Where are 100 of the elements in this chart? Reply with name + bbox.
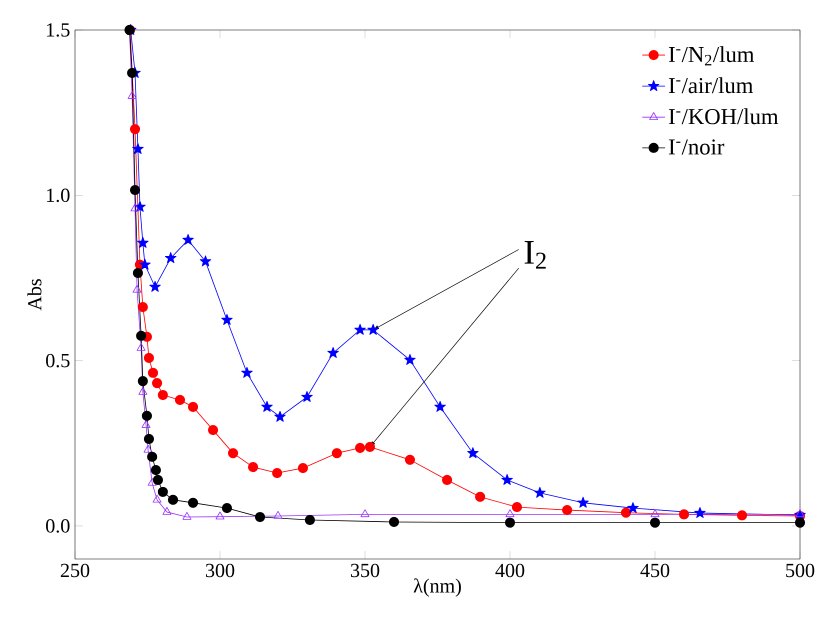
point (367, 324, 379, 335)
point (147, 452, 158, 462)
point (241, 366, 253, 378)
point (200, 255, 212, 266)
point (650, 509, 660, 518)
point (475, 492, 486, 502)
point (164, 252, 176, 264)
y-axis-title: Abs (27, 279, 42, 310)
y-tick-label: 0.0 (46, 519, 70, 533)
y-tick-label: 1.0 (47, 188, 70, 202)
point (150, 464, 161, 476)
point (158, 390, 168, 400)
point (130, 203, 140, 212)
point (137, 236, 149, 248)
point (650, 518, 660, 528)
point (208, 424, 218, 436)
point (404, 454, 416, 465)
point (162, 506, 172, 515)
point (138, 302, 148, 312)
annotation: I$_{2}$ (524, 240, 546, 269)
point (174, 394, 186, 406)
point (627, 502, 639, 514)
point (364, 442, 375, 452)
point (434, 400, 446, 412)
point (128, 91, 137, 99)
point (152, 474, 164, 486)
point (188, 402, 198, 412)
point (694, 507, 706, 518)
point (388, 516, 400, 528)
point (304, 514, 315, 526)
point (506, 509, 514, 518)
legend-label: I$^{-}$/KOH/lum (668, 108, 778, 124)
point (148, 368, 158, 378)
point (222, 503, 232, 514)
x-axis-title: λ(nm) (414, 578, 461, 597)
point (149, 280, 161, 292)
point (127, 68, 138, 78)
point (354, 324, 366, 335)
x-tick-label: 250 (60, 564, 90, 578)
point (142, 410, 152, 421)
point (144, 444, 153, 453)
point (144, 352, 154, 364)
point (188, 498, 198, 508)
y-tick-label: 0.5 (46, 354, 70, 368)
point (152, 494, 162, 503)
x-tick-label: 450 (640, 564, 670, 578)
point (501, 474, 513, 485)
point (248, 462, 258, 472)
point (678, 509, 690, 520)
y-tick-label: 1.5 (47, 23, 70, 37)
x-tick-label: 350 (350, 564, 380, 578)
point (136, 342, 146, 351)
point (355, 442, 366, 453)
x-tick-label: 500 (786, 564, 814, 578)
legend-label: I$^{-}$/air/lum (668, 77, 754, 94)
x-tick-label: 400 (495, 564, 524, 578)
point (158, 486, 168, 497)
point (148, 478, 157, 486)
point (301, 390, 313, 402)
point (144, 434, 154, 444)
legend-label: I$^{-}$/noir (668, 139, 724, 155)
point (132, 143, 144, 154)
point (274, 410, 286, 422)
point (534, 486, 546, 498)
point (332, 448, 342, 458)
x-tick-label: 300 (206, 564, 234, 578)
point (512, 502, 522, 512)
point (327, 347, 339, 358)
point (272, 468, 282, 478)
point (228, 448, 238, 458)
point (620, 508, 632, 518)
point (298, 463, 308, 474)
point (274, 510, 282, 519)
point (130, 184, 140, 196)
point (404, 354, 416, 365)
point (130, 124, 140, 134)
point (562, 505, 572, 516)
point (152, 378, 162, 388)
point (138, 376, 148, 386)
point (577, 496, 589, 508)
point (794, 518, 806, 528)
point (168, 494, 178, 505)
point (467, 447, 479, 458)
point (138, 386, 148, 395)
point (442, 474, 452, 486)
point (796, 509, 804, 518)
point (736, 510, 748, 520)
point (254, 512, 266, 522)
point (182, 512, 192, 520)
point (221, 314, 233, 325)
point (136, 330, 146, 341)
point (132, 284, 142, 293)
point (142, 420, 150, 428)
legend-label: I$^{-}$/N$_{2}$/lum (668, 46, 754, 66)
point (504, 518, 516, 528)
point (261, 400, 273, 412)
point (139, 258, 151, 270)
point (182, 234, 194, 245)
point (360, 509, 370, 518)
point (216, 512, 224, 520)
